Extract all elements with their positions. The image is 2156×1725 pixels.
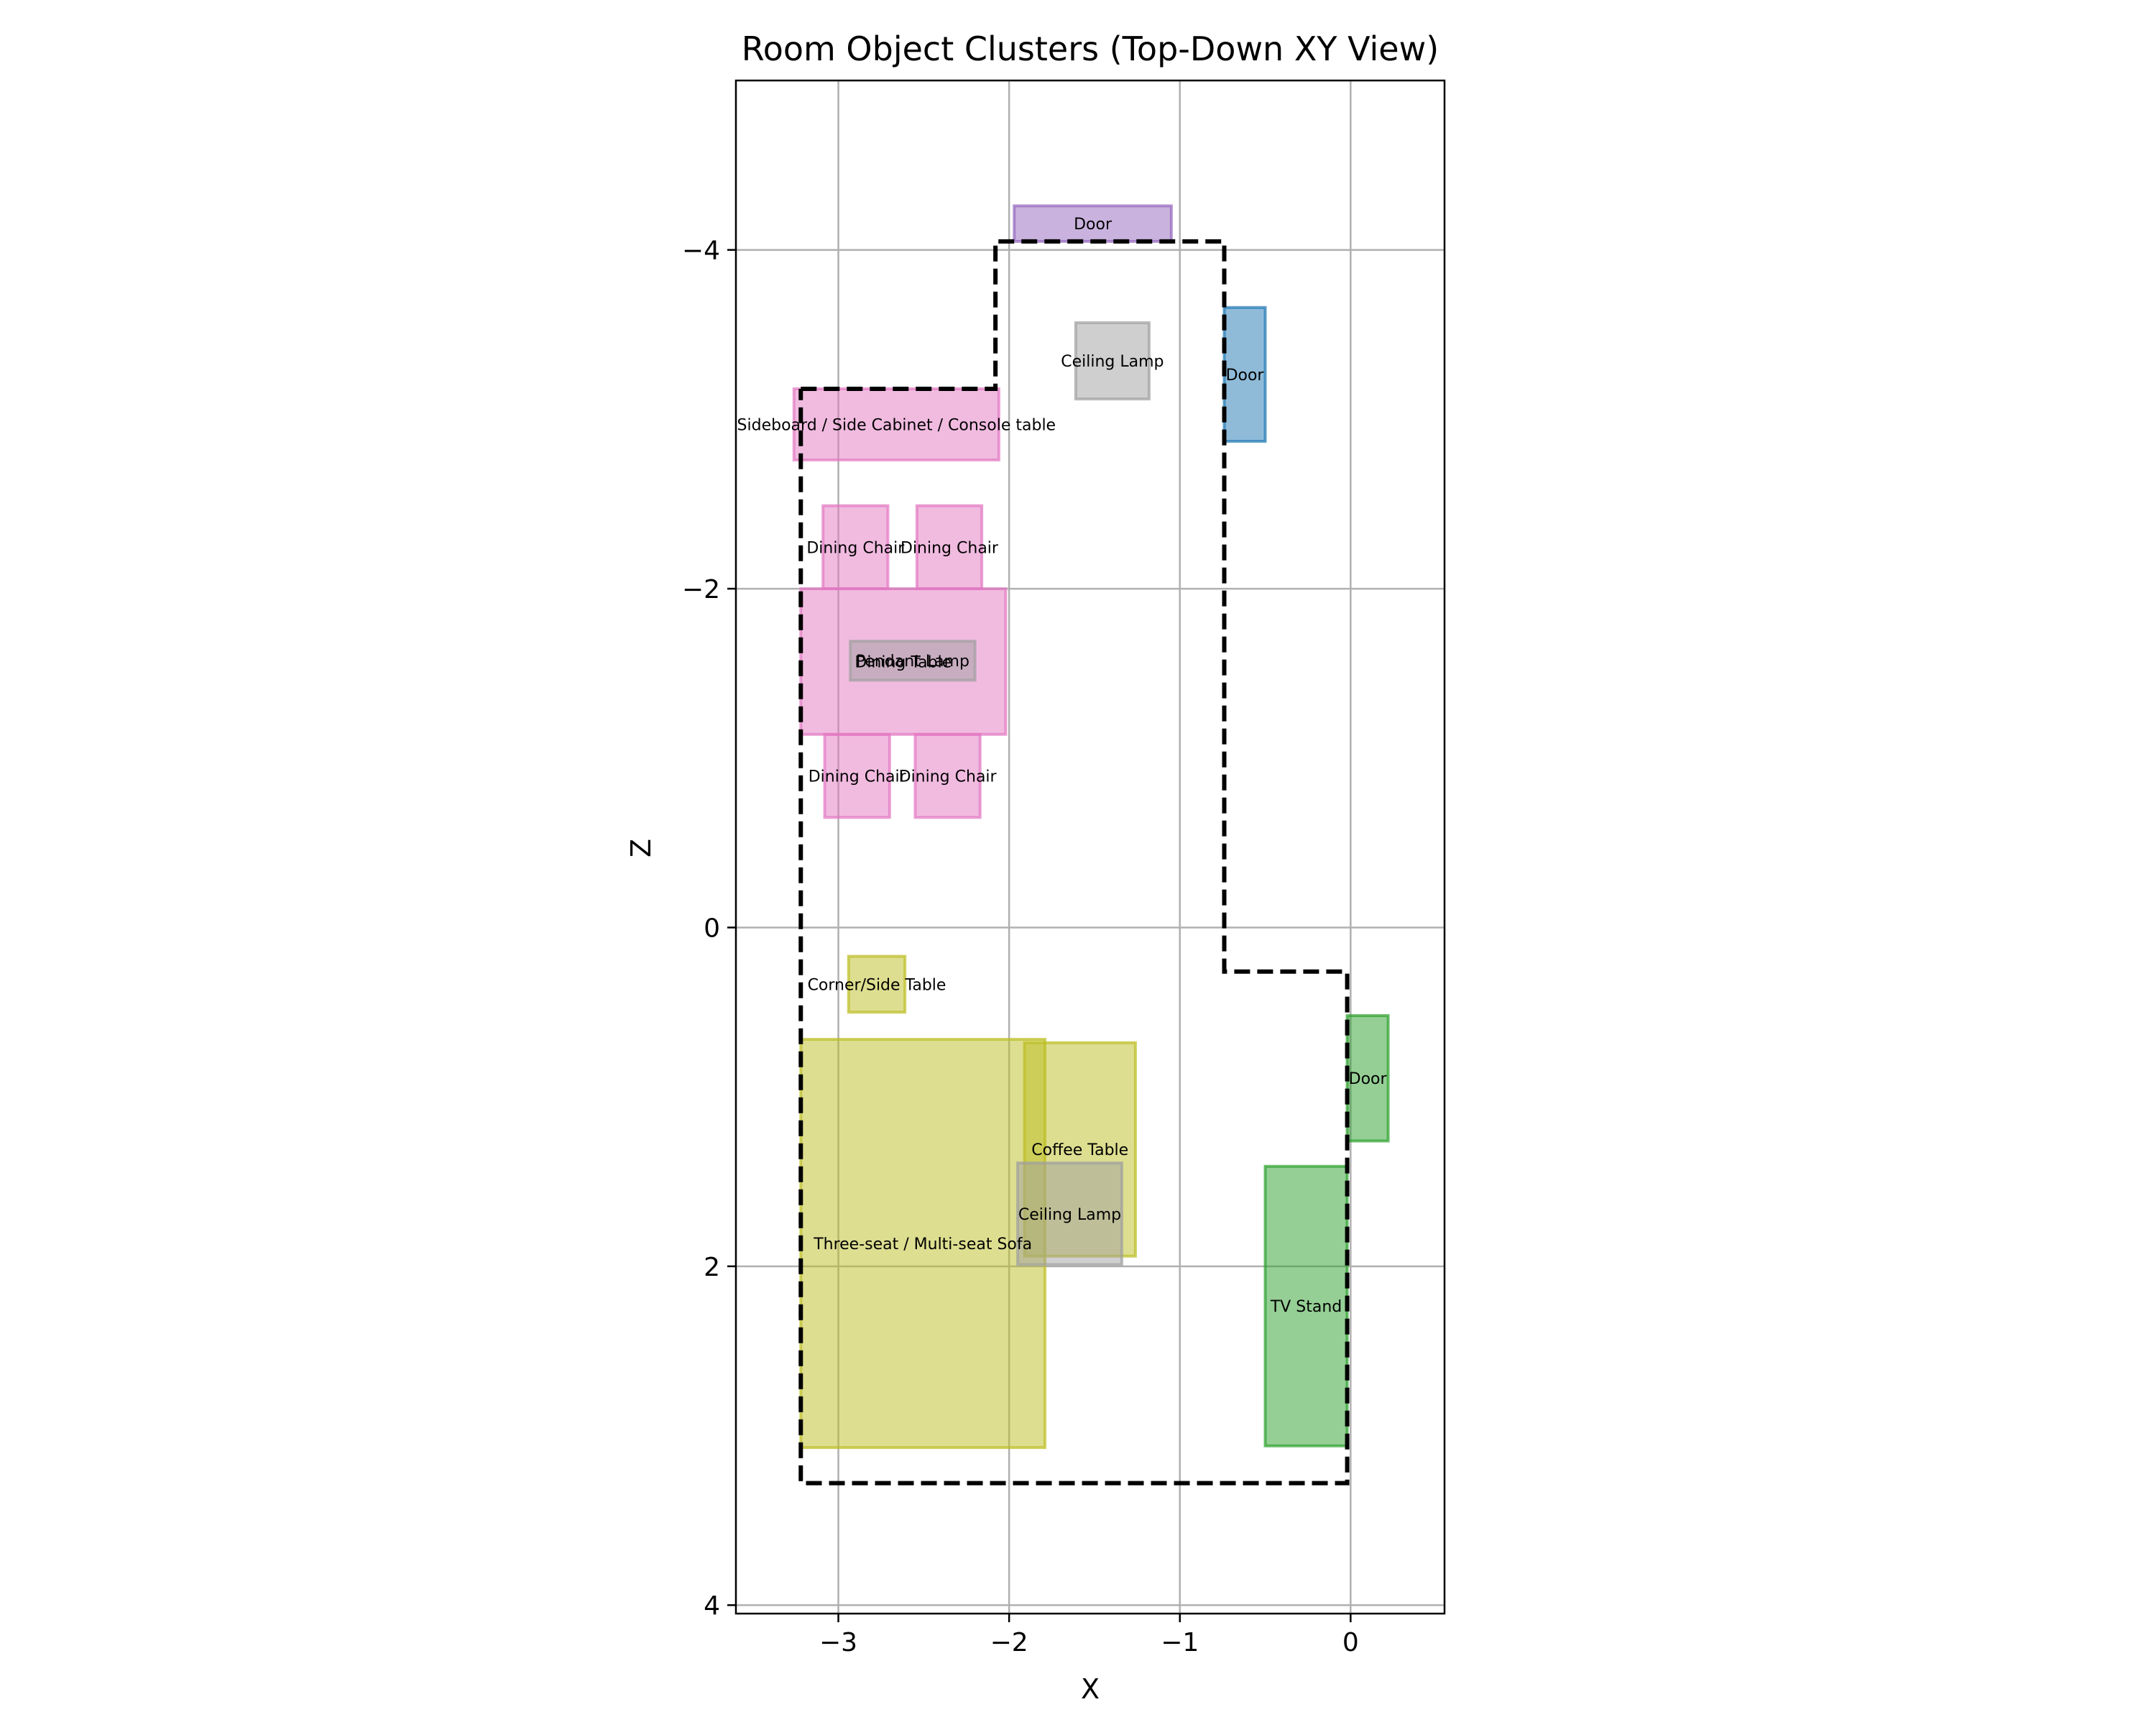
object-label: Coffee Table: [1031, 1141, 1128, 1159]
object-label: Dining Chair: [808, 768, 907, 786]
plot-frame: [734, 79, 1446, 1615]
axis-ticks: −3 −2 −1 0 −4 −2 0 2 4: [682, 236, 1359, 1657]
object-rect: [1016, 1162, 1123, 1266]
y-tick-label: 4: [704, 1591, 720, 1621]
x-tick-label: 0: [1342, 1628, 1359, 1657]
object-label: Ceiling Lamp: [1018, 1206, 1121, 1224]
chart-title: Room Object Clusters (Top-Down XY View): [742, 29, 1439, 68]
object-rect: [1345, 1014, 1390, 1143]
object-rectangles: [792, 204, 1390, 1450]
object-label: Dining Chair: [900, 539, 999, 557]
object-rect: [915, 504, 984, 591]
y-axis-label: Z: [625, 839, 657, 857]
object-label: Pendant Lamp: [856, 653, 969, 671]
object-label: Sideboard / Side Cabinet / Console table: [737, 416, 1056, 434]
object-label: Ceiling Lamp: [1061, 353, 1164, 371]
object-label: Dining Table: [854, 653, 952, 671]
object-rect: [823, 732, 891, 819]
object-label: Door: [1074, 216, 1112, 234]
object-label: Door: [1349, 1070, 1388, 1088]
x-tick-label: −3: [819, 1628, 857, 1657]
object-labels: Door Door Door Ceiling Lamp Sideboard / Side…: [737, 216, 1388, 1316]
y-tick-label: −2: [682, 575, 720, 604]
x-tick-label: −1: [1161, 1628, 1199, 1657]
object-label: Dining Chair: [899, 768, 998, 786]
room-outline: [798, 239, 1350, 1486]
y-tick-label: 2: [704, 1253, 720, 1282]
object-label: Corner/Side Table: [808, 976, 946, 994]
y-tick-label: −4: [682, 236, 720, 266]
y-tick-label: 0: [704, 914, 720, 943]
object-rect: [799, 1038, 1047, 1450]
object-rect: [1074, 321, 1151, 401]
object-rect: [849, 640, 977, 682]
object-label: TV Stand: [1270, 1298, 1342, 1316]
object-rect: [1013, 204, 1173, 243]
x-axis-label: X: [1081, 1673, 1100, 1705]
object-rect: [1263, 1164, 1349, 1448]
object-label: Three-seat / Multi-seat Sofa: [813, 1236, 1032, 1254]
object-rect: [847, 954, 907, 1014]
object-rect: [913, 732, 982, 819]
x-tick-label: −2: [990, 1628, 1028, 1657]
object-label: Dining Chair: [806, 539, 905, 557]
object-label: Door: [1226, 367, 1265, 385]
